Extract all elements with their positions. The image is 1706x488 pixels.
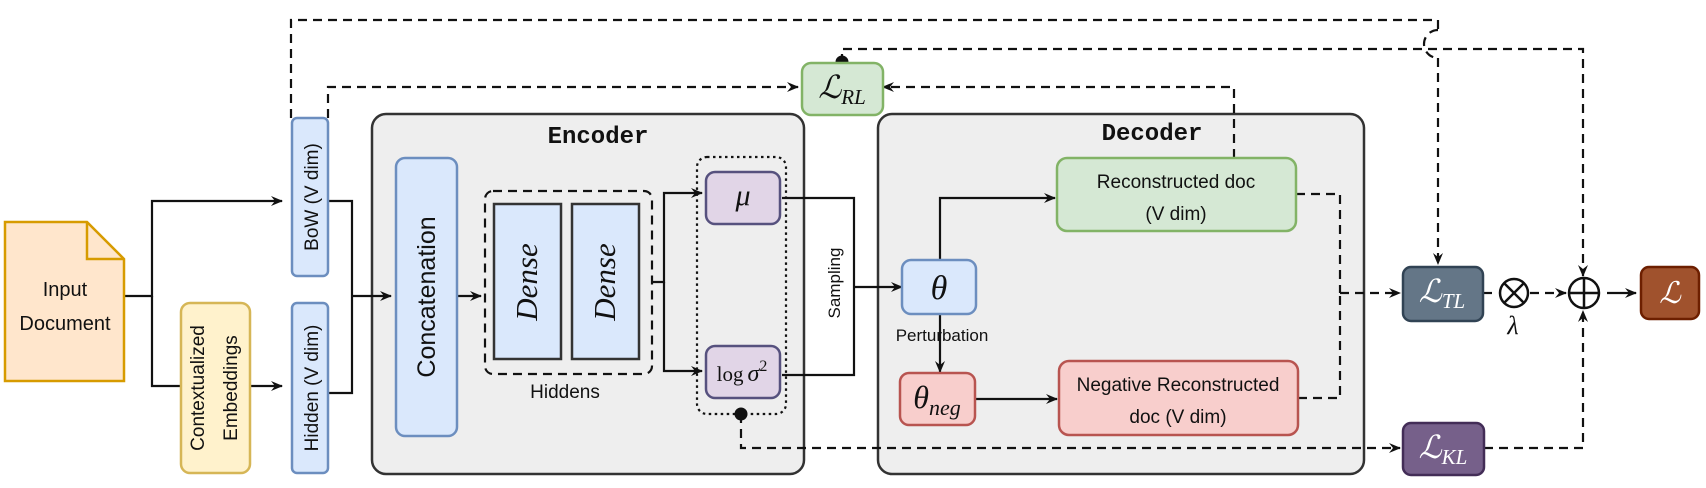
edge-bow-merge (328, 199, 354, 296)
loss-kl-box (1401, 421, 1486, 477)
perturbation-label: Perturbation (896, 326, 989, 345)
loss-tl-symbol: ℒTL (1419, 273, 1465, 313)
contextualized-embeddings-box (179, 301, 252, 475)
input-document-label-2: Document (19, 313, 111, 335)
bow-label: BoW (V dim) (302, 143, 323, 251)
edge-kl-to-sum (1484, 310, 1588, 450)
bow-box (290, 116, 330, 278)
sampling-label: Sampling (825, 248, 844, 319)
lambda-label: λ (1506, 311, 1518, 340)
latent-group (695, 155, 788, 416)
reconstructed-doc-box (1055, 156, 1298, 233)
input-document-fold (85, 222, 124, 261)
contextualized-label-2: Embeddings (221, 335, 242, 441)
dense-label-1: Dense (509, 243, 544, 322)
hidden-input-label: Hidden (V dim) (302, 325, 323, 452)
edge-input-to-bow (124, 196, 283, 298)
edge-logvar-to-sampling (782, 287, 856, 377)
hidden-input-box (290, 301, 330, 475)
mu-box (704, 170, 782, 226)
loss-tl-box (1401, 265, 1485, 323)
loss-kl-symbol: ℒKL (1419, 429, 1468, 469)
loss-rl-box (800, 61, 885, 117)
edge-recon-to-rl (882, 82, 1236, 158)
edge-bow-to-tl-skip (289, 18, 1440, 118)
hiddens-group (483, 189, 654, 376)
edge-hiddens-fork (652, 188, 703, 284)
dense-box-2 (570, 202, 641, 361)
theta-neg-box (898, 371, 977, 427)
loss-rl-symbol: ℒRL (818, 69, 866, 109)
decoder-title: Decoder (1102, 121, 1203, 148)
theta-neg-symbol: θneg (913, 379, 960, 420)
edge-logvar-to-kl (739, 414, 1401, 453)
negative-reconstructed-doc-label-1: Negative Reconstructed (1077, 375, 1280, 396)
oplus-operator (1567, 276, 1601, 310)
encoder-title: Encoder (548, 124, 649, 151)
edge-crossing-arc (1422, 28, 1439, 60)
dense-box-1 (492, 202, 563, 361)
negative-reconstructed-doc-box (1057, 359, 1300, 437)
edge-hiddens-to-logvar (662, 282, 703, 376)
input-document-node (3, 220, 126, 383)
edge-hidden-merge (328, 296, 354, 395)
contextualized-label-1: Contextualized (188, 325, 209, 451)
mu-symbol: μ (734, 179, 750, 212)
edge-theta-to-recon (938, 193, 1056, 260)
edge-bow-to-rl (326, 82, 799, 118)
reconstructed-doc-label-2: (V dim) (1145, 204, 1206, 225)
edge-mu-to-sampling (782, 196, 856, 287)
theta-symbol: θ (931, 270, 948, 307)
negative-reconstructed-doc-label-2: doc (V dim) (1129, 407, 1226, 428)
edge-negrecon-to-tl (1298, 293, 1342, 400)
input-document-label: Input (43, 279, 88, 301)
edge-recon-to-tl (1296, 192, 1342, 293)
hiddens-label: Hiddens (530, 382, 600, 403)
logvar-box (704, 344, 782, 400)
logvar-symbol: log σ2 (717, 358, 768, 387)
concatenation-box (394, 156, 459, 438)
otimes-operator (1498, 277, 1530, 309)
reconstructed-doc-label-1: Reconstructed doc (1097, 172, 1255, 193)
dense-label-2: Dense (587, 243, 622, 322)
loss-total-box (1639, 265, 1701, 321)
loss-total-symbol: ℒ (1659, 277, 1682, 310)
theta-box (900, 258, 978, 316)
concatenation-label: Concatenation (413, 216, 441, 377)
